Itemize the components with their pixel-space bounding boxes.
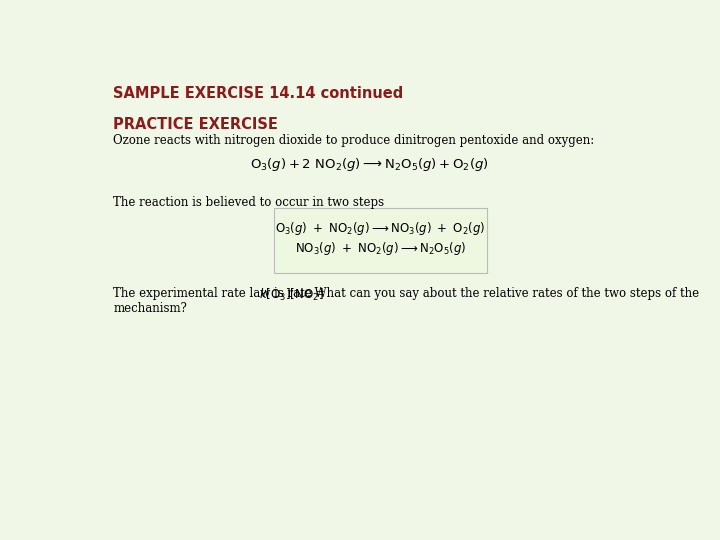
Text: SAMPLE EXERCISE 14.14 continued: SAMPLE EXERCISE 14.14 continued xyxy=(113,86,403,102)
FancyBboxPatch shape xyxy=(274,208,487,273)
Text: $\mathrm{O_3}(\mathit{g}) + 2\ \mathrm{NO_2}(\mathit{g}) \longrightarrow \mathrm: $\mathrm{O_3}(\mathit{g}) + 2\ \mathrm{N… xyxy=(250,156,488,173)
Text: The reaction is believed to occur in two steps: The reaction is believed to occur in two… xyxy=(113,195,384,208)
Text: $k[\mathrm{O_3}][\mathrm{NO_2}]$: $k[\mathrm{O_3}][\mathrm{NO_2}]$ xyxy=(259,287,324,302)
Text: mechanism?: mechanism? xyxy=(113,302,187,315)
Text: $\mathrm{O_3}(\mathit{g})\ +\ \mathrm{NO_2}(\mathit{g}) \longrightarrow \mathrm{: $\mathrm{O_3}(\mathit{g})\ +\ \mathrm{NO… xyxy=(275,220,486,238)
Text: The experimental rate law is rate =: The experimental rate law is rate = xyxy=(113,287,329,300)
Text: PRACTICE EXERCISE: PRACTICE EXERCISE xyxy=(113,117,278,132)
Text: Ozone reacts with nitrogen dioxide to produce dinitrogen pentoxide and oxygen:: Ozone reacts with nitrogen dioxide to pr… xyxy=(113,134,595,147)
Text: . What can you say about the relative rates of the two steps of the: . What can you say about the relative ra… xyxy=(307,287,699,300)
Text: $\mathrm{NO_3}(\mathit{g})\ +\ \mathrm{NO_2}(\mathit{g}) \longrightarrow \mathrm: $\mathrm{NO_3}(\mathit{g})\ +\ \mathrm{N… xyxy=(295,240,467,258)
